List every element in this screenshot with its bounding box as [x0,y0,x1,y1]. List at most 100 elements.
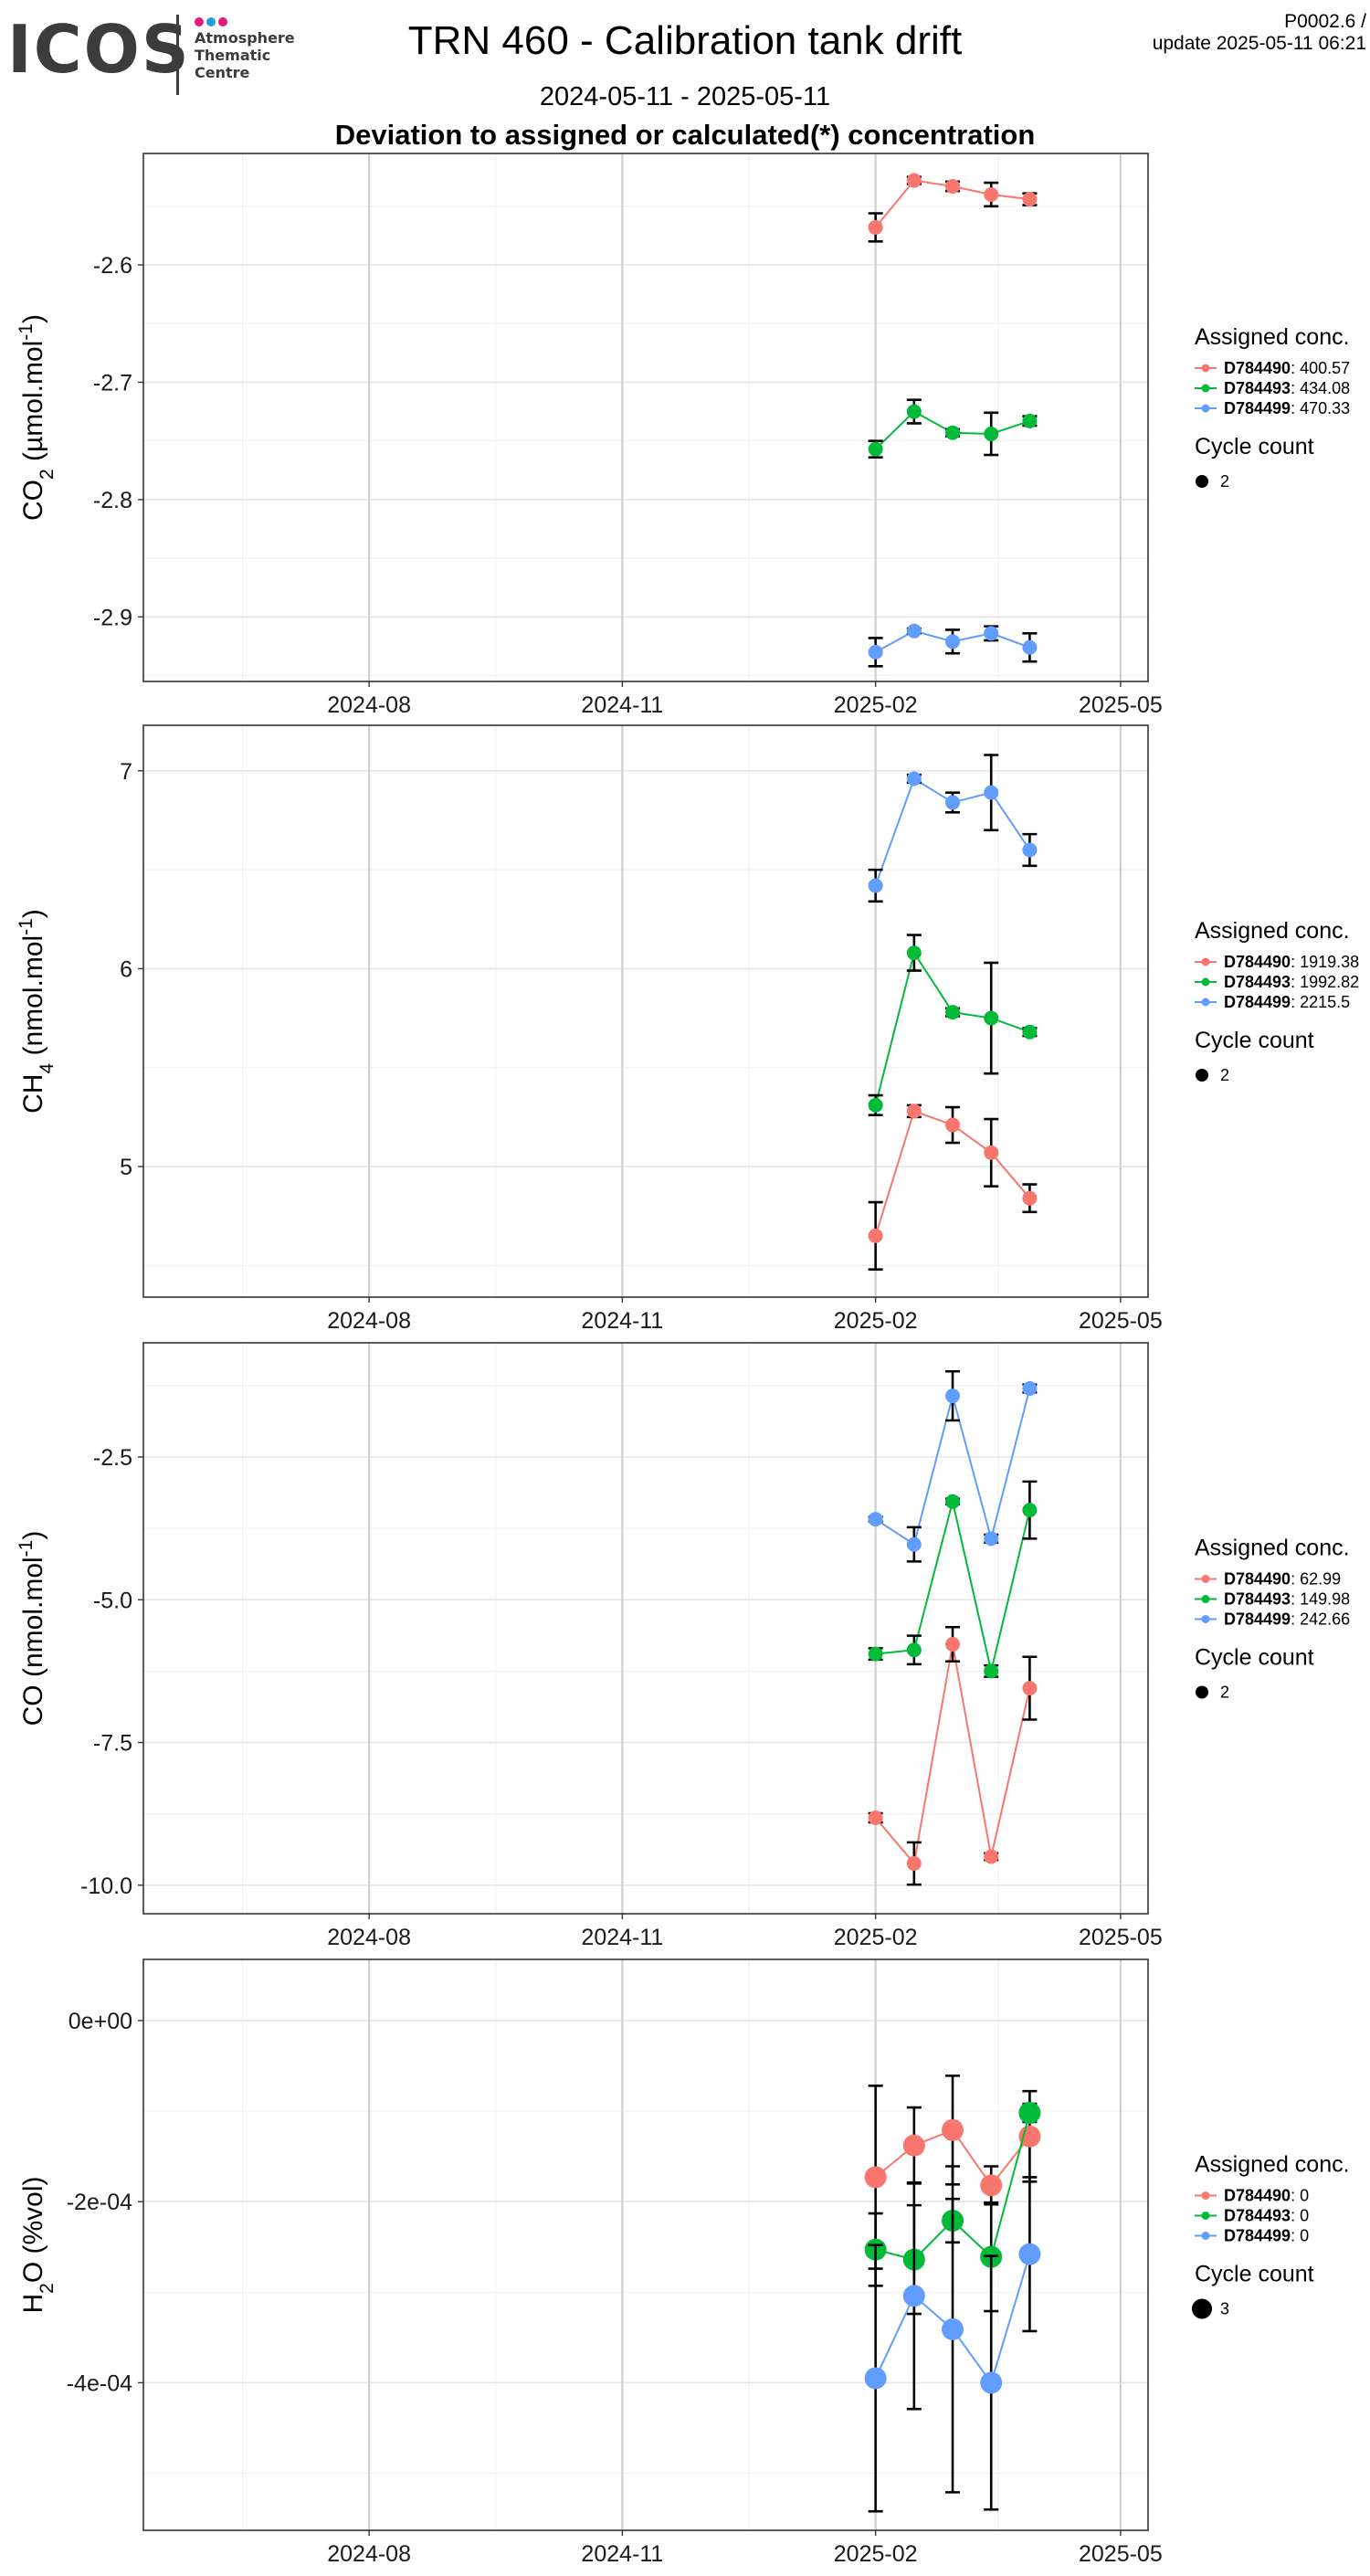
data-point [906,1536,922,1552]
plot-background [143,1959,1148,2530]
logo-divider [176,15,179,95]
legend-size-title: Cycle count [1195,1028,1314,1053]
y-axis-label-part: 2 [37,2283,58,2294]
series-D784493 [868,934,1038,1117]
y-axis-label-part: 2 [37,469,58,480]
legend-tank-id: D784490 [1224,359,1291,377]
y-tick-label: 7 [120,759,132,785]
data-point [868,219,883,235]
data-point [906,771,922,787]
legend-label: D784493: 1992.82 [1224,973,1359,991]
y-tick-label: -2.5 [93,1445,132,1471]
logo-dot [195,17,204,26]
data-point [864,2367,887,2390]
data-point [1022,639,1038,655]
data-point [984,1849,999,1864]
legend-assigned-value: : 470.33 [1291,399,1350,417]
data-point [868,644,883,660]
legend-assigned-value: : 62.99 [1291,1570,1341,1589]
series-D784490 [868,173,1038,243]
legend-label: D784493: 0 [1224,2207,1309,2225]
legend-assigned-value: : 1992.82 [1291,973,1359,991]
legend-label: D784490: 1919.38 [1224,953,1359,971]
legend-assigned-value: : 434.08 [1291,379,1350,397]
y-axis-label: H2O (%vol) [18,2176,58,2313]
x-tick-label: 2025-05 [1079,692,1163,718]
logo-line: Atmosphere [195,29,295,47]
plot-border [142,1342,1149,1915]
y-axis-label: CO (nmol.mol-1) [16,1531,49,1726]
x-tick-label: 2024-11 [581,2541,663,2567]
legend-key-point [1201,404,1210,413]
data-point [1022,192,1038,207]
logo-dot [218,17,227,26]
legend-tank-id: D784493 [1224,2207,1291,2225]
data-point [906,1103,922,1119]
legend-key-point [1201,2232,1210,2240]
data-point [984,1145,999,1160]
plot-border [142,153,1149,682]
data-point [1022,1681,1038,1696]
logo-line: Centre [195,64,250,81]
x-tick-label: 2024-08 [327,2541,411,2567]
series-D784499 [868,1369,1038,1563]
legend-key-point [1201,2191,1210,2200]
chart-heading: Deviation to assigned or calculated(*) c… [334,119,1036,151]
x-tick-label: 2024-08 [327,1925,411,1950]
logo-dots [195,15,230,26]
y-axis-label-part: CO [18,1684,48,1726]
logo-dot [206,17,216,26]
y-axis-label-part: O (%vol) [18,2176,48,2283]
data-point [864,2166,887,2189]
data-point [945,795,961,810]
data-point [945,1005,961,1020]
chart-panel-h2o: -4e-04 -2e-04 0e+00 2024-08 2024-11 2025-02 20… [18,1958,1350,2567]
legend-label: D784493: 149.98 [1224,1590,1350,1609]
y-tick-label: -10.0 [80,1874,132,1899]
legend-key-point [1201,2212,1210,2220]
legend-title: Assigned conc. [1195,918,1350,944]
series-D784493 [868,1480,1038,1679]
data-point [1022,413,1038,428]
y-axis-label: CH4 (nmol.mol-1) [16,909,58,1114]
y-axis-label-part: CH [18,1074,48,1114]
legend-title: Assigned conc. [1195,1536,1350,1561]
data-point [980,2371,1003,2394]
data-point [1022,842,1038,858]
legend-size-key [1192,2298,1212,2319]
legend-key-point [1201,977,1210,987]
page-title: TRN 460 - Calibration tank drift [407,18,963,63]
legend-key-point [1201,998,1210,1007]
x-tick-label: 2025-02 [834,1925,918,1950]
y-axis-label-part: -1 [16,1540,37,1557]
legend-title: Assigned conc. [1195,324,1350,350]
legend-tank-id: D784490 [1224,2187,1291,2205]
data-point [984,1531,999,1547]
y-tick-label: -2.9 [93,605,132,630]
report-header: ICOS Atmosphere Thematic Centre TRN 460 … [0,0,1370,155]
date-range: 2024-05-11 - 2025-05-11 [539,82,831,111]
data-point [868,1228,883,1243]
chart-panel-co: -10.0 -7.5 -5.0 -2.5 2024-08 2024-11 2025-02 20… [16,1342,1350,1950]
legend-label: D784490: 0 [1224,2187,1309,2205]
y-axis-label-part: ) [18,314,48,323]
legend-label: D784499: 2215.5 [1224,993,1350,1011]
data-point [1022,1190,1038,1206]
data-point [945,1637,961,1652]
data-point [945,1117,961,1133]
data-point [868,1646,883,1662]
y-tick-label: 6 [120,956,132,982]
logo-line: Thematic [195,47,271,64]
legend-size-title: Cycle count [1195,1645,1314,1671]
x-tick-label: 2024-08 [327,692,411,718]
legend-size-value: 2 [1220,472,1229,491]
x-tick-label: 2025-05 [1079,2541,1163,2567]
x-tick-label: 2024-11 [581,692,663,718]
y-axis-label-part: (nmol.mol [18,935,48,1063]
legend-size-key [1196,1069,1208,1082]
legend-assigned-value: : 0 [1291,2207,1309,2225]
series-D784490 [868,1625,1038,1886]
